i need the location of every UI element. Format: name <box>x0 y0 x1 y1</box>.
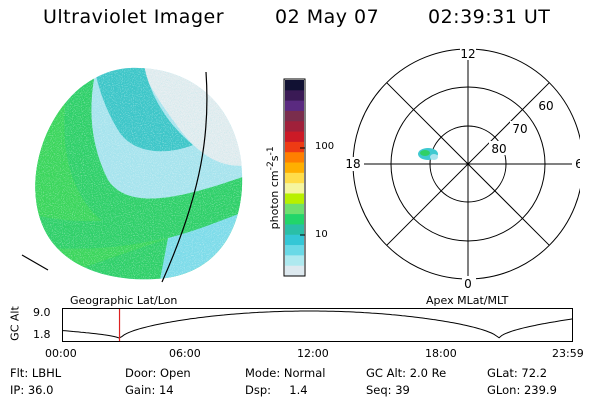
mlat-label-60: 60 <box>538 99 553 113</box>
timeline-xtick-1800: 18:00 <box>425 347 457 360</box>
colorbar-tick-100: 100 <box>315 141 335 152</box>
colorbar-tick-10: 10 <box>315 229 328 240</box>
mlt-label-12: 12 <box>460 47 475 61</box>
mlt-label-0: 0 <box>464 277 472 291</box>
polar-plot: 12 6 0 18 60 70 80 <box>342 46 580 291</box>
colorbar-cell <box>285 224 304 236</box>
colorbar-cell <box>285 121 304 133</box>
timeline-xtick-0000: 00:00 <box>45 347 77 360</box>
colorbar-cell <box>285 80 304 91</box>
colorbar-cell <box>285 110 304 122</box>
date-label: 02 May 07 <box>275 6 380 28</box>
colorbar-cell <box>285 214 304 225</box>
colorbar-unit-label: photon cm-2s-1 <box>265 146 281 230</box>
colorbar-cell <box>285 131 304 143</box>
door-field: Door: Open <box>125 366 191 380</box>
colorbar-cell <box>285 203 304 215</box>
altitude-timeline <box>62 308 574 342</box>
timeline-ytick-bottom: 1.8 <box>33 328 51 341</box>
left-panel-caption: Geographic Lat/Lon <box>70 294 178 307</box>
mlt-label-18: 18 <box>345 157 360 171</box>
glon-field: GLon: 239.9 <box>487 383 557 397</box>
altitude-curve <box>62 310 574 339</box>
colorbar-cell <box>285 255 304 267</box>
right-panel-caption: Apex MLat/MLT <box>426 294 509 307</box>
timeline-xtick-0600: 06:00 <box>169 347 201 360</box>
glat-field: GLat: 72.2 <box>487 366 548 380</box>
dsp-field: Dsp: 1.4 <box>245 383 308 397</box>
timeline-ytick-top: 9.0 <box>33 306 51 319</box>
timeline-xtick-1200: 12:00 <box>297 347 329 360</box>
ip-field: IP: 36.0 <box>10 383 54 397</box>
timeline-ylabel: GC Alt <box>8 306 22 341</box>
colorbar-cell <box>285 172 304 184</box>
colorbar-cell <box>285 265 304 277</box>
colorbar-cell <box>285 100 304 112</box>
mode-field: Mode: Normal <box>245 366 326 380</box>
colorbar-cell <box>285 183 304 194</box>
mlat-label-80: 80 <box>491 142 506 156</box>
mlt-label-6: 6 <box>575 157 580 171</box>
seq-field: Seq: 39 <box>366 383 410 397</box>
time-label: 02:39:31 UT <box>428 6 551 28</box>
auroral-image <box>21 67 243 283</box>
timeline-xtick-2359: 23:59 <box>552 347 584 360</box>
colorbar-cell <box>285 141 304 153</box>
colorbar-cell <box>285 90 304 102</box>
colorbar-cell <box>285 193 304 205</box>
scan-line-indicator <box>21 254 49 271</box>
mlat-label-70: 70 <box>512 122 527 136</box>
instrument-title: Ultraviolet Imager <box>43 6 225 28</box>
filter-field: Flt: LBHL <box>10 366 62 380</box>
terminator-line <box>161 71 208 283</box>
gain-field: Gain: 14 <box>125 383 174 397</box>
colorbar-cell <box>285 245 304 256</box>
colorbar-cell <box>285 152 304 164</box>
colorbar-cell <box>285 234 304 246</box>
colorbar <box>283 78 306 277</box>
colorbar-cell <box>285 162 304 174</box>
gc-alt-field: GC Alt: 2.0 Re <box>366 366 447 380</box>
auroral-blob <box>418 148 438 160</box>
